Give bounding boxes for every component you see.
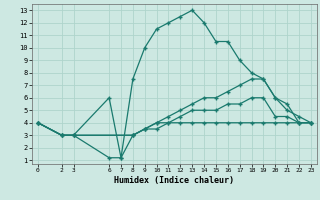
X-axis label: Humidex (Indice chaleur): Humidex (Indice chaleur): [115, 176, 234, 185]
